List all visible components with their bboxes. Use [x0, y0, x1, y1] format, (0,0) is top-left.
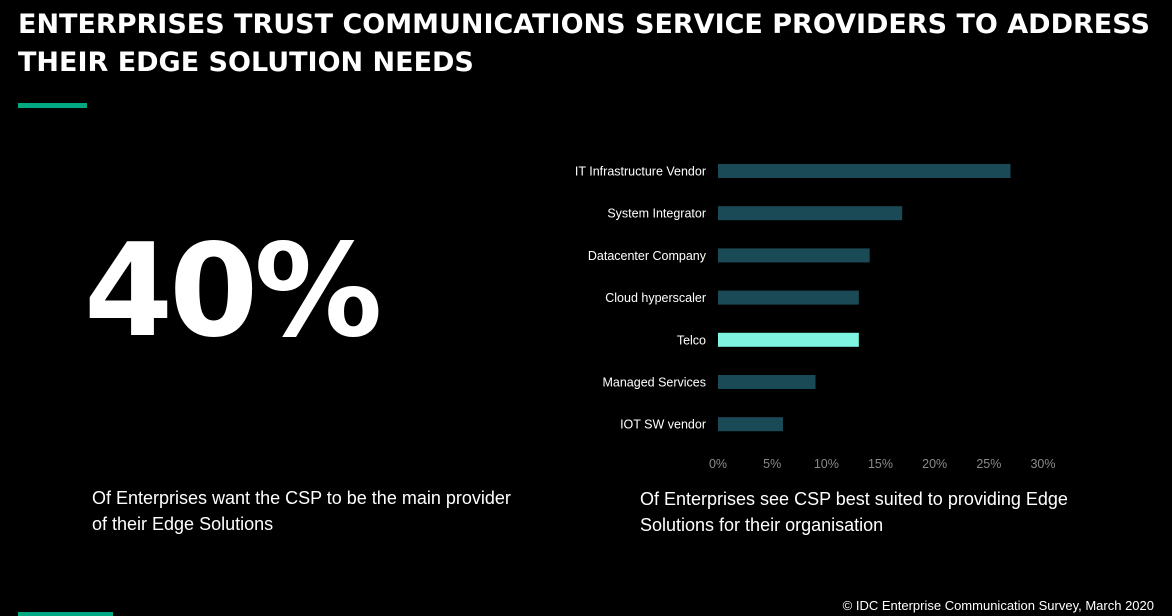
category-label: IOT SW vendor: [620, 418, 706, 432]
category-label: System Integrator: [607, 207, 706, 221]
slide-title: ENTERPRISES TRUST COMMUNICATIONS SERVICE…: [18, 9, 1150, 78]
x-tick-label: 5%: [763, 457, 781, 471]
bar: [718, 290, 859, 305]
chart-caption: Of Enterprises see CSP best suited to pr…: [640, 489, 1068, 535]
source-note: © IDC Enterprise Communication Survey, M…: [842, 598, 1154, 613]
bar: [718, 164, 1011, 178]
x-tick-label: 0%: [709, 457, 727, 471]
category-label: IT Infrastructure Vendor: [575, 165, 706, 179]
category-label: Telco: [677, 333, 706, 347]
bar-highlighted: [718, 332, 859, 347]
headline-stat: 40%: [84, 217, 382, 366]
x-tick-label: 10%: [814, 457, 839, 471]
category-label: Cloud hyperscaler: [605, 291, 706, 305]
title-accent-bar: [18, 103, 87, 108]
x-tick-label: 30%: [1030, 457, 1055, 471]
footer-accent-bar: [18, 612, 113, 616]
bar: [718, 206, 903, 221]
x-tick-label: 25%: [976, 457, 1001, 471]
bar: [718, 248, 870, 263]
x-tick-label: 20%: [922, 457, 947, 471]
category-label: Datacenter Company: [588, 249, 707, 263]
category-label: Managed Services: [602, 376, 706, 390]
bar-chart: IT Infrastructure Vendor System Integrato…: [575, 164, 1056, 471]
bar: [718, 375, 816, 389]
bar: [718, 417, 783, 432]
x-tick-label: 15%: [868, 457, 893, 471]
stat-caption: Of Enterprises want the CSP to be the ma…: [92, 488, 511, 534]
